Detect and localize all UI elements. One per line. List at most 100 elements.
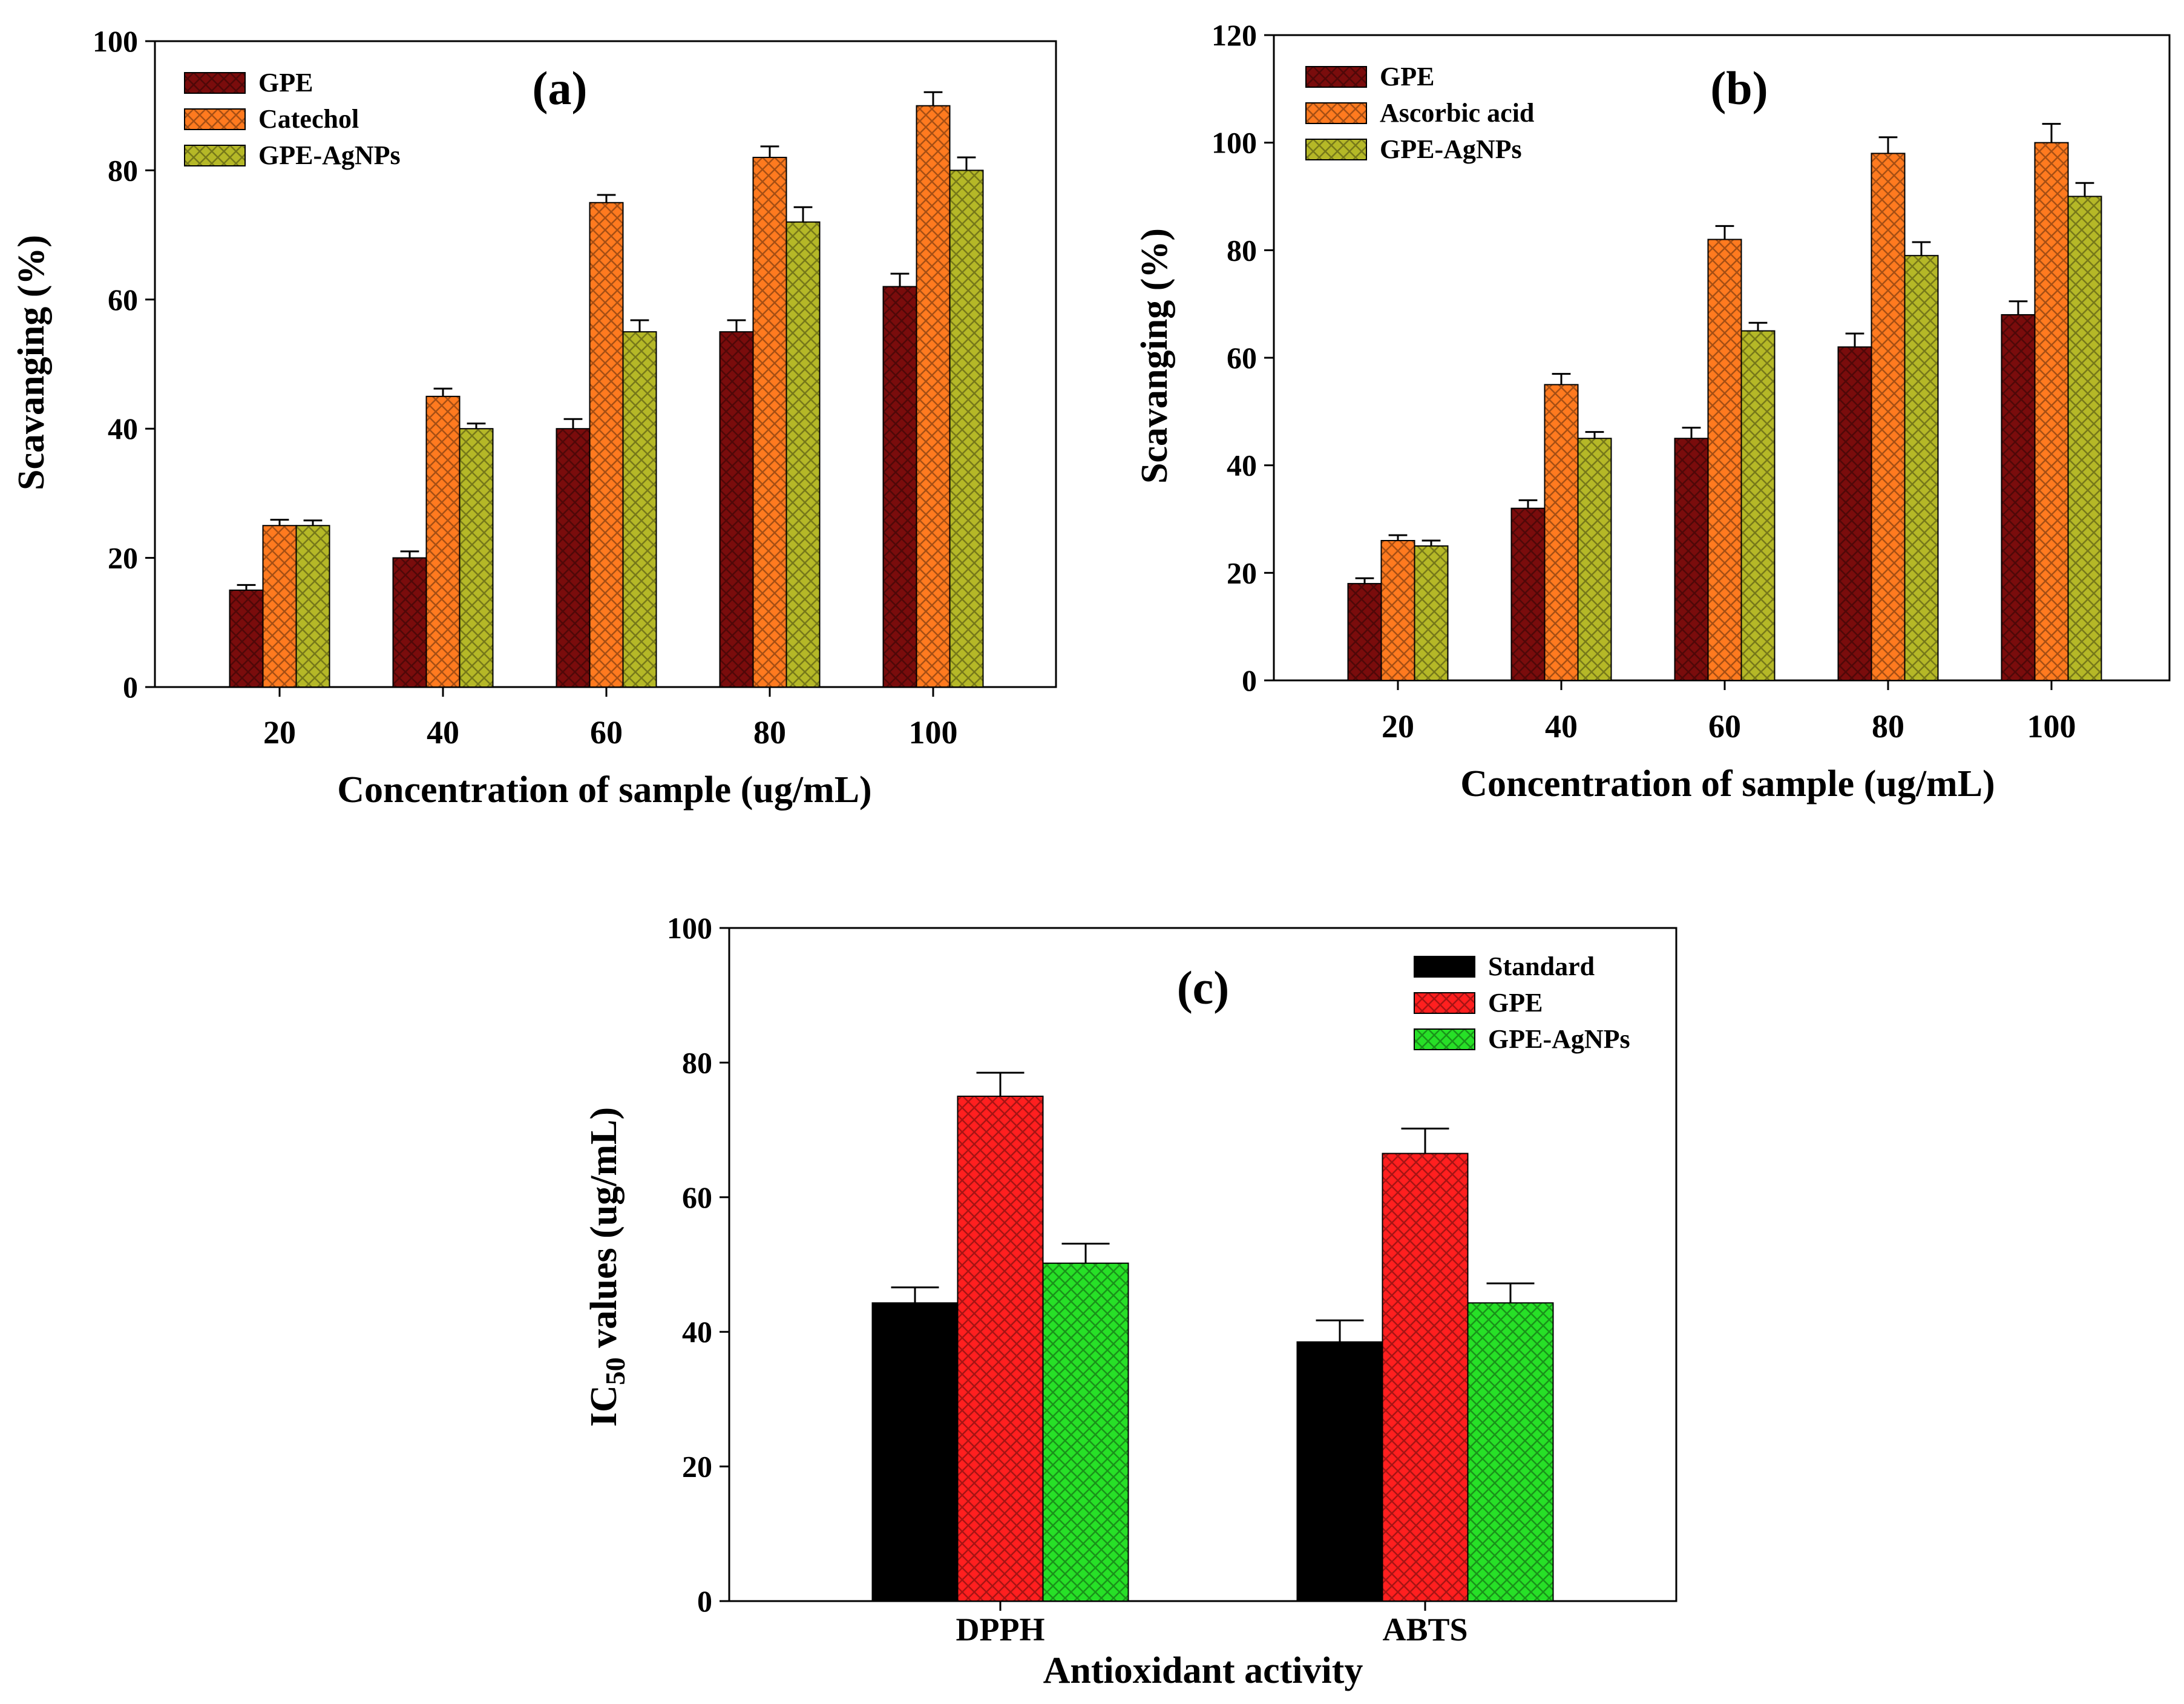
panel-b-bar-hatch: [1838, 347, 1872, 680]
panel-a-bar-hatch: [589, 202, 623, 687]
panel-a-y-axis-title: Scavanging (%): [11, 235, 52, 490]
panel-b-bar-hatch: [1414, 545, 1448, 680]
panel-c-label: (c): [1177, 961, 1230, 1014]
panel-a-y-tick-label: 0: [123, 670, 138, 704]
panel-b-bar-hatch: [1871, 153, 1905, 680]
panel-c-bar-hatch: [957, 1096, 1043, 1601]
panel-a-legend-swatch-hatch: [185, 145, 245, 166]
panel-c-y-tick-label: 60: [682, 1180, 712, 1214]
panel-b-bar-hatch: [1741, 331, 1775, 680]
panel-b-bar-hatch: [2001, 314, 2035, 680]
panel-c-y-axis-title: IC50 values (ug/mL): [583, 1107, 631, 1427]
panel-b-label: (b): [1710, 62, 1768, 114]
panel-b-legend-swatch-hatch: [1306, 103, 1366, 123]
panel-b-y-tick-label: 60: [1227, 341, 1257, 375]
panel-a-bar-hatch: [393, 558, 427, 687]
panel-a-legend-swatch-hatch: [185, 73, 245, 93]
panel-b-bar-hatch: [1578, 438, 1612, 680]
chart-panel-b: (b) Concentration of sample (ug/mL) Scav…: [1134, 18, 2171, 804]
panel-a-x-axis-title: Concentration of sample (ug/mL): [337, 769, 871, 811]
panel-c-legend-label: Standard: [1488, 952, 1595, 981]
panel-a-bar-hatch: [263, 525, 297, 687]
panel-c-bar-hatch: [1297, 1341, 1383, 1601]
panel-c-bar-hatch: [872, 1303, 958, 1601]
panel-b-x-axis-title: Concentration of sample (ug/mL): [1460, 763, 1995, 804]
panel-a-legend-label: GPE: [258, 68, 313, 97]
panel-a-y-tick-label: 100: [93, 24, 138, 58]
panel-c-y-tick-label: 100: [667, 911, 712, 945]
panel-c-legend-swatch-hatch: [1414, 993, 1475, 1013]
panel-b-legend-swatch-hatch: [1306, 67, 1366, 87]
panel-a-bar-hatch: [623, 332, 657, 687]
panel-b-legend-swatch-hatch: [1306, 139, 1366, 160]
panel-c-plot-frame: [728, 927, 1677, 1602]
panel-b-legend-label: Ascorbic acid: [1380, 98, 1534, 128]
panel-a-y-tick-label: 40: [108, 412, 138, 446]
panel-a-x-tick-label: 80: [753, 714, 786, 751]
panel-a-bar-hatch: [426, 396, 460, 687]
panel-c-legend-label: GPE-AgNPs: [1488, 1024, 1630, 1054]
panel-a-x-tick-label: 40: [427, 714, 459, 751]
panel-b-legend-label: GPE-AgNPs: [1380, 134, 1522, 164]
chart-panel-c: (c) Antioxidant activity IC50 values (ug…: [583, 911, 1677, 1691]
panel-b-bar-hatch: [2068, 196, 2102, 680]
panel-a-y-tick-label: 20: [108, 541, 138, 575]
panel-a-bar-hatch: [786, 222, 820, 687]
panel-b-bar-hatch: [1511, 508, 1545, 680]
panel-c-x-tick-label: DPPH: [956, 1611, 1045, 1648]
panel-c-y-tick-label: 20: [682, 1450, 712, 1484]
panel-b-y-axis-title: Scavanging (%): [1134, 228, 1175, 484]
panel-c-y-axis-title-rest: values (ug/mL): [583, 1107, 625, 1357]
panel-c-legend-swatch-hatch: [1414, 956, 1475, 977]
panel-a-legend-label: Catechol: [258, 104, 359, 134]
panel-c-y-tick-label: 80: [682, 1045, 712, 1079]
panel-a-bar-hatch: [229, 590, 263, 687]
panel-b-y-tick-label: 20: [1227, 556, 1257, 590]
panel-c-legend-swatch-hatch: [1414, 1029, 1475, 1050]
panel-a-label: (a): [533, 62, 588, 114]
panel-b-y-tick-label: 100: [1212, 126, 1257, 160]
panel-a-bar-hatch: [296, 525, 330, 687]
panel-b-bar-hatch: [1348, 584, 1382, 680]
panel-b-x-tick-label: 40: [1545, 708, 1578, 745]
panel-c-legend-label: GPE: [1488, 988, 1543, 1018]
panel-b-x-tick-label: 20: [1382, 708, 1414, 745]
panel-b-y-tick-label: 40: [1227, 449, 1257, 482]
panel-a-legend-label: GPE-AgNPs: [258, 140, 401, 170]
panel-a-bar-hatch: [753, 157, 787, 687]
panel-b-bar-hatch: [1381, 541, 1415, 680]
panel-c-y-tick-label: 0: [697, 1584, 712, 1618]
panel-c-x-axis-title: Antioxidant activity: [1043, 1650, 1363, 1691]
panel-b-x-tick-label: 60: [1708, 708, 1741, 745]
panel-a-bar-hatch: [949, 170, 983, 687]
panel-c-bar-hatch: [1467, 1303, 1553, 1601]
panel-b-bar-hatch: [1674, 438, 1708, 680]
panel-a-y-tick-label: 60: [108, 283, 138, 317]
panel-c-bar-hatch: [1043, 1263, 1129, 1601]
panel-b-y-tick-label: 120: [1212, 18, 1257, 52]
panel-b-legend-label: GPE: [1380, 62, 1434, 91]
panel-a-bar-hatch: [459, 429, 493, 687]
panel-a-bar-hatch: [720, 332, 753, 687]
panel-a-bar-hatch: [916, 105, 950, 687]
panel-c-y-tick-label: 40: [682, 1315, 712, 1349]
panel-b-y-tick-label: 0: [1242, 663, 1257, 697]
panel-b-bar-hatch: [2035, 142, 2068, 680]
panel-c-y-axis-title-subscript: 50: [600, 1357, 631, 1385]
panel-a-x-tick-label: 100: [909, 714, 958, 751]
panel-b-x-tick-label: 80: [1872, 708, 1904, 745]
panel-a-x-tick-label: 60: [590, 714, 623, 751]
panel-c-bar-hatch: [1382, 1153, 1468, 1601]
panel-b-x-tick-label: 100: [2027, 708, 2076, 745]
panel-a-y-tick-label: 80: [108, 153, 138, 187]
panel-b-bar-hatch: [1544, 384, 1578, 680]
panel-b-bar-hatch: [1904, 255, 1938, 680]
panel-b-bar-hatch: [1708, 239, 1742, 681]
panel-a-bar-hatch: [556, 429, 590, 687]
panel-a-x-tick-label: 20: [263, 714, 296, 751]
panel-c-x-tick-label: ABTS: [1382, 1611, 1467, 1648]
panel-c-y-axis-title-main: IC: [583, 1385, 625, 1427]
chart-panel-a: (a) Concentration of sample (ug/mL) Scav…: [11, 24, 1057, 811]
panel-a-bar-hatch: [883, 286, 917, 688]
